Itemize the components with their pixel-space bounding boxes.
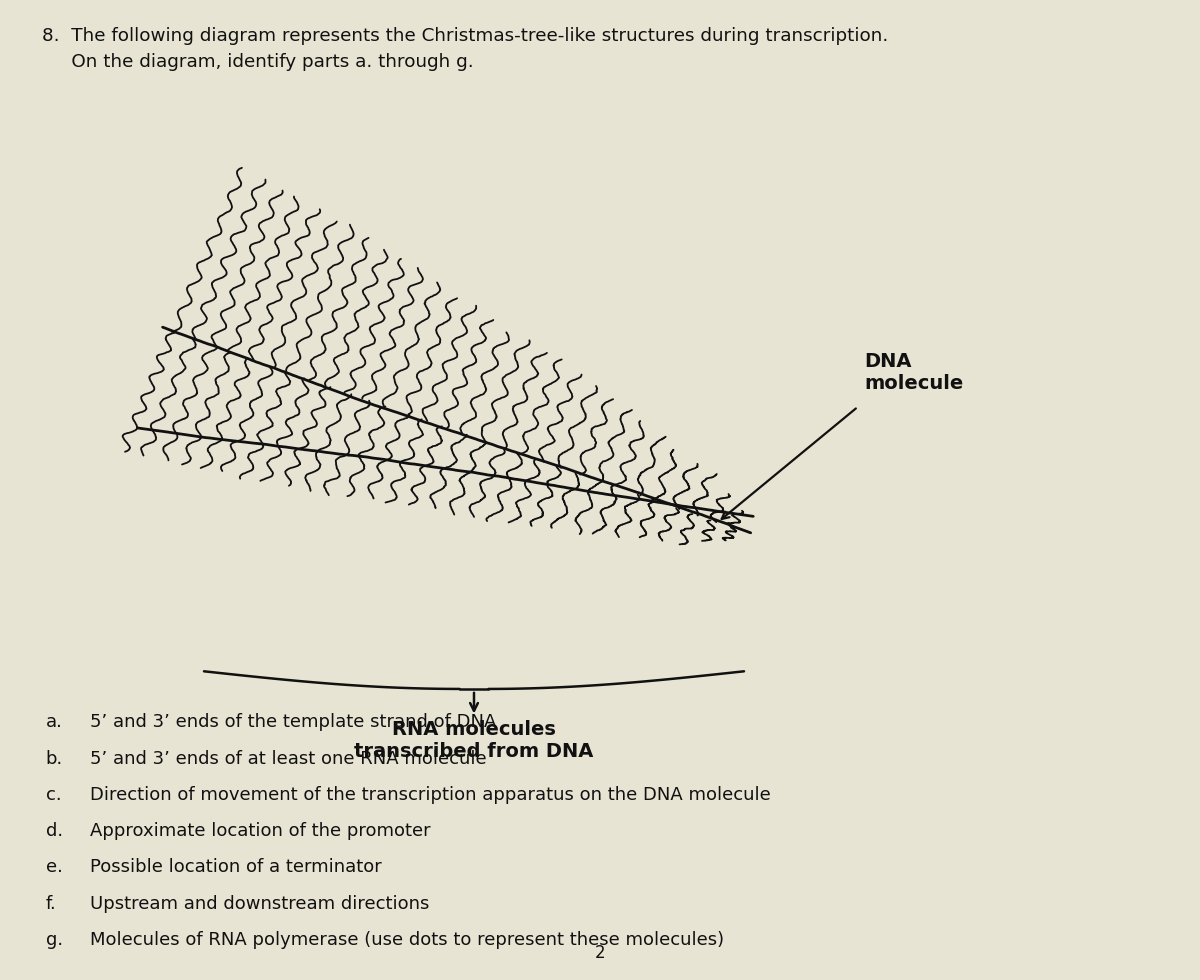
Text: Upstream and downstream directions: Upstream and downstream directions <box>90 895 430 912</box>
Text: 2: 2 <box>595 945 605 962</box>
Text: Approximate location of the promoter: Approximate location of the promoter <box>90 822 431 840</box>
Text: Molecules of RNA polymerase (use dots to represent these molecules): Molecules of RNA polymerase (use dots to… <box>90 931 724 949</box>
Text: Possible location of a terminator: Possible location of a terminator <box>90 858 382 876</box>
Text: d.: d. <box>46 822 62 840</box>
Text: 5’ and 3’ ends of at least one RNA molecule: 5’ and 3’ ends of at least one RNA molec… <box>90 750 487 767</box>
Text: c.: c. <box>46 786 61 804</box>
Text: 8.  The following diagram represents the Christmas-tree-like structures during t: 8. The following diagram represents the … <box>42 27 888 45</box>
Text: a.: a. <box>46 713 62 731</box>
Text: b.: b. <box>46 750 62 767</box>
Text: On the diagram, identify parts a. through g.: On the diagram, identify parts a. throug… <box>42 53 474 71</box>
Text: Direction of movement of the transcription apparatus on the DNA molecule: Direction of movement of the transcripti… <box>90 786 770 804</box>
Text: g.: g. <box>46 931 62 949</box>
Text: DNA
molecule: DNA molecule <box>864 352 964 393</box>
Text: e.: e. <box>46 858 62 876</box>
Text: 5’ and 3’ ends of the template strand of DNA: 5’ and 3’ ends of the template strand of… <box>90 713 497 731</box>
Text: f.: f. <box>46 895 56 912</box>
Text: RNA molecules
transcribed from DNA: RNA molecules transcribed from DNA <box>354 720 594 761</box>
